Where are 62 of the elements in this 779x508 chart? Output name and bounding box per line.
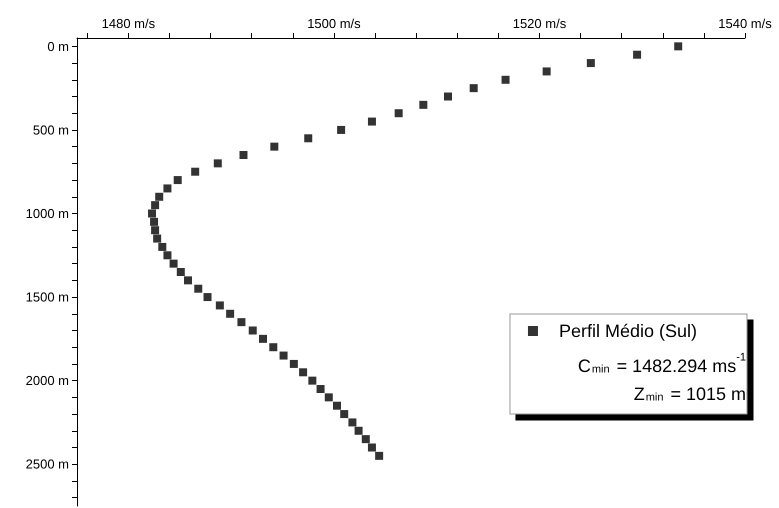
point xyxy=(394,109,403,118)
point xyxy=(362,435,370,444)
point xyxy=(216,301,224,310)
y-tick-label: 1500 m xyxy=(26,290,69,305)
annotation: Zmin = 1015 m xyxy=(634,384,746,404)
point xyxy=(151,226,160,234)
point xyxy=(470,84,478,92)
point xyxy=(290,360,298,368)
point xyxy=(174,176,182,184)
point xyxy=(340,410,348,418)
point xyxy=(368,444,376,452)
point xyxy=(150,218,158,226)
point xyxy=(153,234,162,243)
point xyxy=(419,100,428,109)
point xyxy=(633,50,642,59)
point xyxy=(324,393,333,402)
point xyxy=(375,452,384,460)
point xyxy=(586,59,595,68)
point xyxy=(333,402,342,410)
y-tick-label: 1000 m xyxy=(26,206,69,221)
point xyxy=(158,242,166,251)
point xyxy=(269,343,278,352)
point xyxy=(237,318,246,326)
point xyxy=(148,210,156,218)
point xyxy=(191,168,200,176)
legend-label: Perfil Médio (Sul) xyxy=(558,321,698,341)
point xyxy=(155,192,164,201)
point xyxy=(184,276,192,284)
point xyxy=(316,385,325,393)
point xyxy=(163,251,172,260)
point xyxy=(176,268,185,276)
point xyxy=(304,134,312,142)
point xyxy=(337,126,346,134)
point xyxy=(248,326,257,334)
x-tick-label: 1480 m/s xyxy=(102,16,156,31)
point xyxy=(502,76,510,84)
point xyxy=(348,418,356,426)
y-tick-label: 2500 m xyxy=(26,456,69,472)
point xyxy=(674,42,682,50)
x-tick-label: 1520 m/s xyxy=(512,16,567,31)
point xyxy=(204,293,212,302)
x-tick-label: 1540 m/s xyxy=(718,16,772,31)
x-tick-label: 1500 m/s xyxy=(307,16,362,31)
y-tick-label: 0 m xyxy=(47,38,69,54)
y-tick-label: 500 m xyxy=(32,122,69,138)
point xyxy=(194,284,202,293)
point xyxy=(270,142,278,151)
point xyxy=(259,334,268,343)
y-tick-label: 2000 m xyxy=(26,373,69,388)
point xyxy=(239,151,248,159)
point xyxy=(214,159,222,168)
point xyxy=(542,67,551,76)
point xyxy=(444,92,452,100)
point xyxy=(280,352,288,360)
point xyxy=(368,118,376,126)
point xyxy=(226,310,234,318)
point xyxy=(299,368,308,376)
point xyxy=(151,201,160,210)
point xyxy=(308,376,316,385)
point xyxy=(170,260,178,268)
point xyxy=(354,426,363,435)
point xyxy=(163,184,172,192)
